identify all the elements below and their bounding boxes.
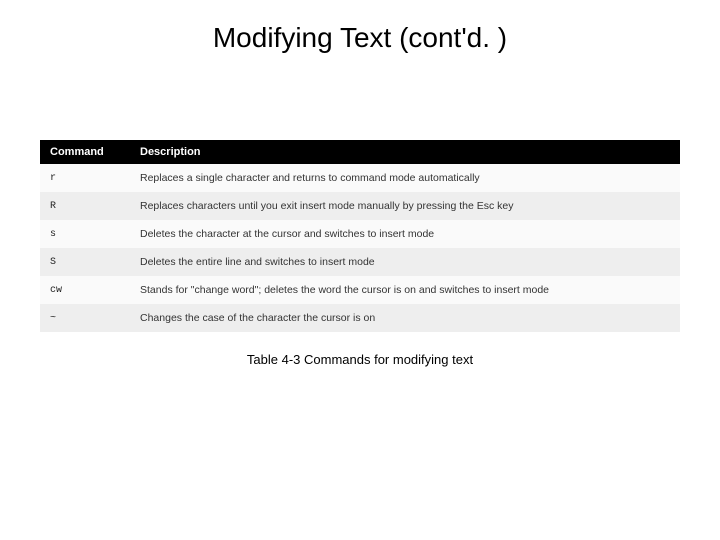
slide-title: Modifying Text (cont'd. ): [0, 22, 720, 54]
table-row: s Deletes the character at the cursor an…: [40, 220, 680, 248]
commands-table: Command Description r Replaces a single …: [40, 140, 680, 332]
description-cell: Changes the case of the character the cu…: [130, 304, 680, 332]
description-cell: Deletes the entire line and switches to …: [130, 248, 680, 276]
command-cell: s: [40, 220, 130, 248]
description-cell: Replaces a single character and returns …: [130, 164, 680, 192]
command-cell: cw: [40, 276, 130, 304]
description-cell: Deletes the character at the cursor and …: [130, 220, 680, 248]
command-cell: S: [40, 248, 130, 276]
table-row: cw Stands for "change word"; deletes the…: [40, 276, 680, 304]
table-row: S Deletes the entire line and switches t…: [40, 248, 680, 276]
column-header-description: Description: [130, 140, 680, 164]
table-header-row: Command Description: [40, 140, 680, 164]
table-row: ~ Changes the case of the character the …: [40, 304, 680, 332]
table-row: R Replaces characters until you exit ins…: [40, 192, 680, 220]
commands-table-container: Command Description r Replaces a single …: [40, 140, 680, 332]
command-cell: ~: [40, 304, 130, 332]
table-row: r Replaces a single character and return…: [40, 164, 680, 192]
description-cell: Replaces characters until you exit inser…: [130, 192, 680, 220]
command-cell: R: [40, 192, 130, 220]
table-caption: Table 4-3 Commands for modifying text: [0, 352, 720, 367]
command-cell: r: [40, 164, 130, 192]
column-header-command: Command: [40, 140, 130, 164]
description-cell: Stands for "change word"; deletes the wo…: [130, 276, 680, 304]
